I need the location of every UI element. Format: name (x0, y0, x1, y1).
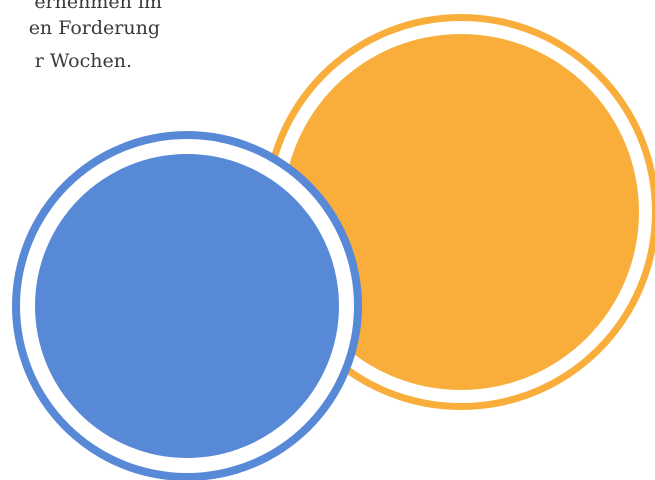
blue-circle (12, 131, 362, 480)
paragraph-line: ernehmen im (34, 0, 162, 13)
cropped-paragraph: ernehmen im en Forderung r Wochen. (0, 0, 180, 90)
blue-inner-disc (35, 154, 339, 458)
orange-inner-disc (283, 34, 639, 390)
paragraph-line: en Forderung (28, 17, 160, 39)
paragraph-line: r Wochen. (34, 50, 132, 72)
